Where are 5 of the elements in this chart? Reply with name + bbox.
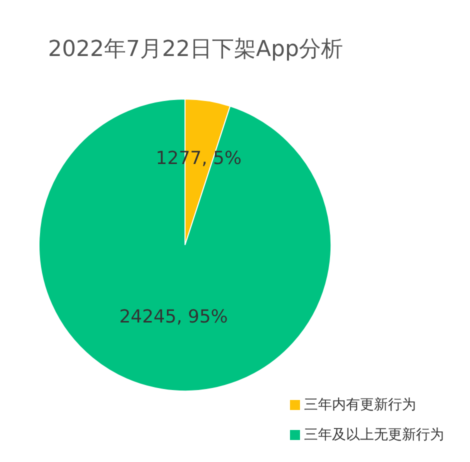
pie-slice (38, 98, 332, 392)
data-label: 24245, 95% (119, 306, 228, 328)
legend-label: 三年及以上无更新行为 (304, 427, 444, 443)
chart-title: 2022年7月22日下架App分析 (48, 36, 343, 64)
legend-label: 三年内有更新行为 (304, 397, 416, 413)
